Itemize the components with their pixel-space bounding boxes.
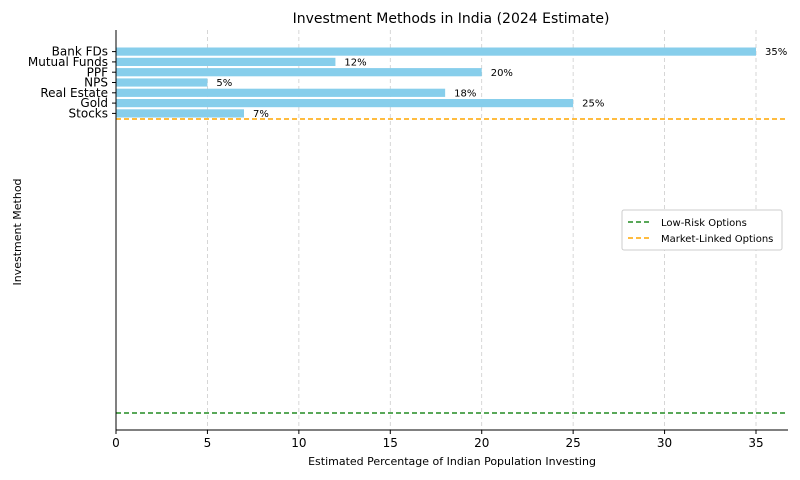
bar [116,47,756,56]
data-label: 7% [253,109,269,120]
chart-title: Investment Methods in India (2024 Estima… [293,11,610,27]
x-tick-label: 0 [112,436,120,450]
category-label: Mutual Funds [28,55,108,69]
data-label: 5% [216,78,232,89]
bar [116,57,336,66]
category-label: Gold [80,96,108,110]
x-tick-label: 5 [204,436,212,450]
bar [116,68,482,77]
x-tick-label: 30 [657,436,672,450]
data-label: 25% [582,99,604,110]
legend-label: Market-Linked Options [661,234,773,245]
x-tick-label: 25 [566,436,581,450]
bars: 35% 12% 20% 5% 18% 25% 7% [116,47,787,120]
bar [116,99,574,108]
legend: Low-Risk Options Market-Linked Options [621,209,783,251]
x-tick-label: 20 [474,436,489,450]
y-axis-title: Investment Method [11,178,24,285]
x-tick-label: 35 [748,436,763,450]
category-label: Stocks [69,107,108,121]
category-label: Bank FDs [52,45,108,59]
axes [115,30,788,431]
bar [116,109,244,118]
bar [116,78,208,87]
x-tick-label: 15 [383,436,398,450]
category-label: PPF [87,65,108,79]
reference-lines [116,118,788,414]
data-label: 35% [765,47,787,58]
data-label: 12% [344,58,366,69]
legend-box [621,209,783,251]
category-label: NPS [84,76,108,90]
legend-label: Low-Risk Options [661,218,747,229]
data-label: 18% [454,88,476,99]
bar [116,88,446,97]
category-label: Real Estate [40,86,108,100]
x-tick-label: 10 [291,436,306,450]
data-label: 20% [491,68,513,79]
x-axis-ticks: 0 5 10 15 20 25 30 35 [112,430,764,450]
x-axis-title: Estimated Percentage of Indian Populatio… [308,455,596,468]
